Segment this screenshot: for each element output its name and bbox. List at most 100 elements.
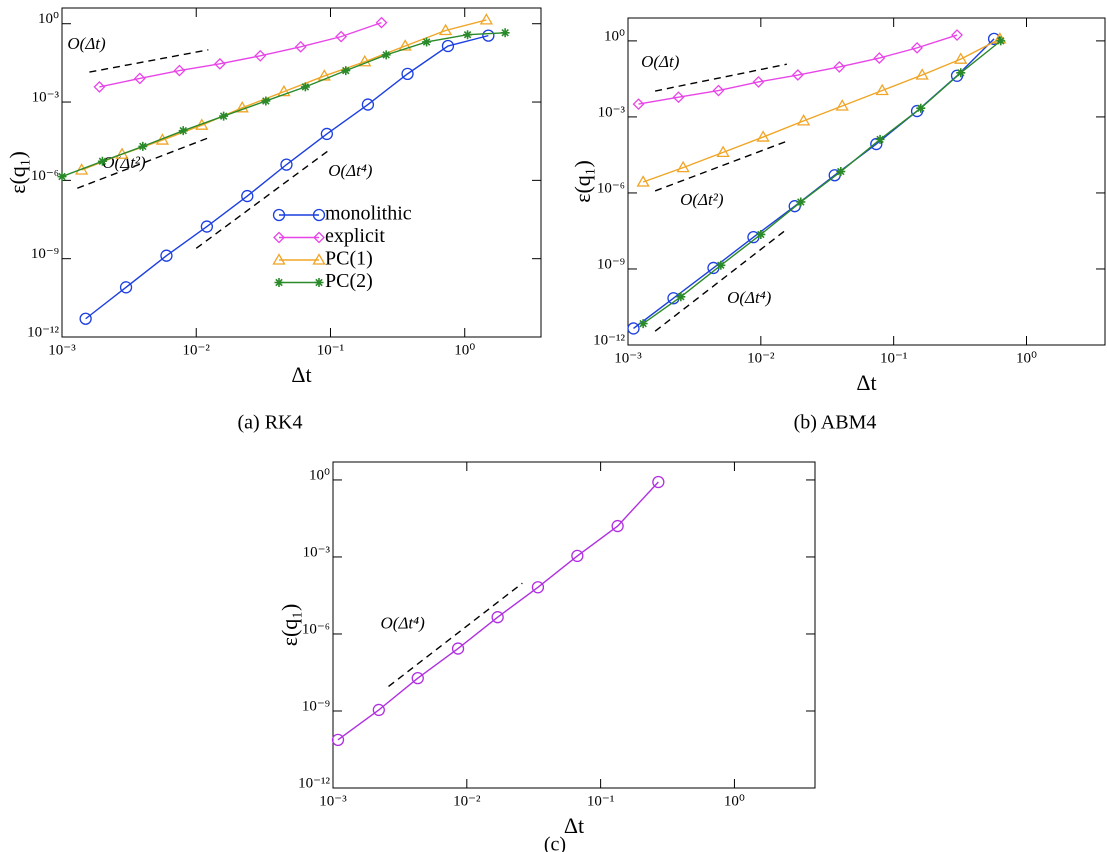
x-tick-label: 10⁻³ — [319, 793, 347, 809]
data-point — [441, 39, 455, 53]
y-tick-label: 10⁻¹² — [298, 775, 330, 791]
data-point — [451, 642, 465, 655]
data-point — [627, 322, 640, 335]
legend-marker — [272, 208, 286, 222]
data-point — [93, 80, 106, 93]
y-tick-label: 10⁰ — [604, 28, 625, 44]
data-point — [372, 703, 385, 717]
data-point — [235, 101, 249, 113]
data-point — [241, 189, 254, 203]
data-point — [636, 175, 650, 187]
data-point — [422, 37, 432, 47]
x-tick-label: 10⁻¹ — [880, 350, 907, 366]
x-tick-label: 10⁻³ — [48, 342, 76, 358]
data-point — [531, 581, 545, 594]
data-point — [833, 60, 846, 73]
x-tick-label: 10⁻¹ — [317, 342, 344, 358]
y-tick-label: 10⁻⁹ — [302, 698, 330, 714]
data-point — [398, 39, 412, 51]
y-tick-label: 10⁻⁹ — [597, 256, 625, 272]
data-point — [138, 141, 148, 151]
guide-label: O(Δt⁴) — [381, 613, 426, 632]
data-point — [875, 134, 885, 144]
data-point — [676, 292, 686, 302]
data-point — [571, 549, 584, 563]
y-tick-label: 10⁰ — [38, 11, 59, 27]
legend-marker — [273, 231, 285, 244]
data-point — [911, 41, 923, 54]
data-point — [341, 66, 351, 76]
x-tick-label: 10⁰ — [724, 793, 745, 809]
data-point — [915, 68, 929, 80]
data-point — [361, 98, 375, 111]
legend-marker — [312, 208, 326, 222]
series-line — [99, 21, 382, 88]
plot-frame — [61, 7, 542, 338]
plot-frame — [627, 17, 1106, 346]
guide-label: O(Δt⁴) — [727, 288, 772, 307]
data-point — [300, 82, 310, 92]
data-point — [638, 319, 648, 329]
data-point — [836, 167, 846, 177]
legend-label: PC(2) — [325, 270, 373, 292]
data-point — [200, 220, 214, 233]
y-tick-label: 10⁻⁶ — [302, 621, 330, 637]
data-point — [796, 197, 806, 207]
legend-marker — [312, 253, 326, 265]
guide-line — [388, 582, 523, 688]
data-point — [632, 98, 645, 111]
x-axis-label: Δt — [564, 813, 584, 838]
legend-marker — [314, 278, 324, 287]
data-point — [280, 158, 293, 171]
data-point — [79, 312, 92, 325]
guide-label: O(Δt) — [641, 52, 680, 71]
y-tick-label: 10⁻¹² — [593, 332, 625, 348]
data-point — [752, 76, 765, 88]
legend-marker — [274, 278, 284, 287]
data-point — [401, 67, 414, 81]
data-point — [954, 52, 968, 64]
guide-label: O(Δt²) — [102, 153, 146, 172]
guide-line — [195, 149, 330, 249]
x-axis-label: Δt — [291, 362, 311, 387]
plot-frame — [332, 461, 816, 789]
x-tick-label: 10⁻³ — [614, 350, 642, 366]
data-point — [652, 475, 665, 489]
data-point — [950, 69, 964, 82]
y-tick-label: 10⁻⁶ — [597, 180, 625, 196]
data-point — [951, 29, 963, 41]
y-axis-label: ε(q₁) — [570, 160, 595, 203]
data-point — [358, 54, 372, 67]
data-point — [756, 130, 770, 142]
data-point — [716, 145, 730, 157]
data-point — [672, 91, 685, 104]
data-point — [411, 672, 424, 685]
series-line — [633, 38, 995, 330]
legend-label: explicit — [325, 225, 385, 247]
data-point — [97, 156, 107, 166]
series-line — [61, 32, 506, 178]
x-tick-label: 10⁰ — [454, 342, 475, 358]
guide-label: O(Δt) — [67, 34, 106, 53]
data-point — [916, 103, 926, 113]
data-point — [712, 84, 725, 97]
series-line — [337, 481, 659, 741]
guide-line — [654, 63, 787, 92]
y-tick-label: 10⁻³ — [598, 104, 626, 120]
data-point — [160, 249, 173, 262]
data-point — [261, 96, 271, 106]
data-point — [331, 733, 345, 747]
x-tick-label: 10⁻² — [747, 350, 775, 366]
data-point — [873, 52, 886, 64]
data-point — [213, 57, 226, 70]
data-point — [870, 137, 883, 151]
series-line — [85, 34, 489, 320]
caption: (a) RK4 — [238, 412, 303, 434]
y-tick-label: 10⁻¹² — [27, 324, 59, 340]
data-point — [294, 40, 307, 53]
data-point — [57, 172, 67, 182]
data-point — [500, 28, 510, 38]
x-axis-label: Δt — [856, 370, 876, 395]
data-point — [716, 260, 726, 270]
